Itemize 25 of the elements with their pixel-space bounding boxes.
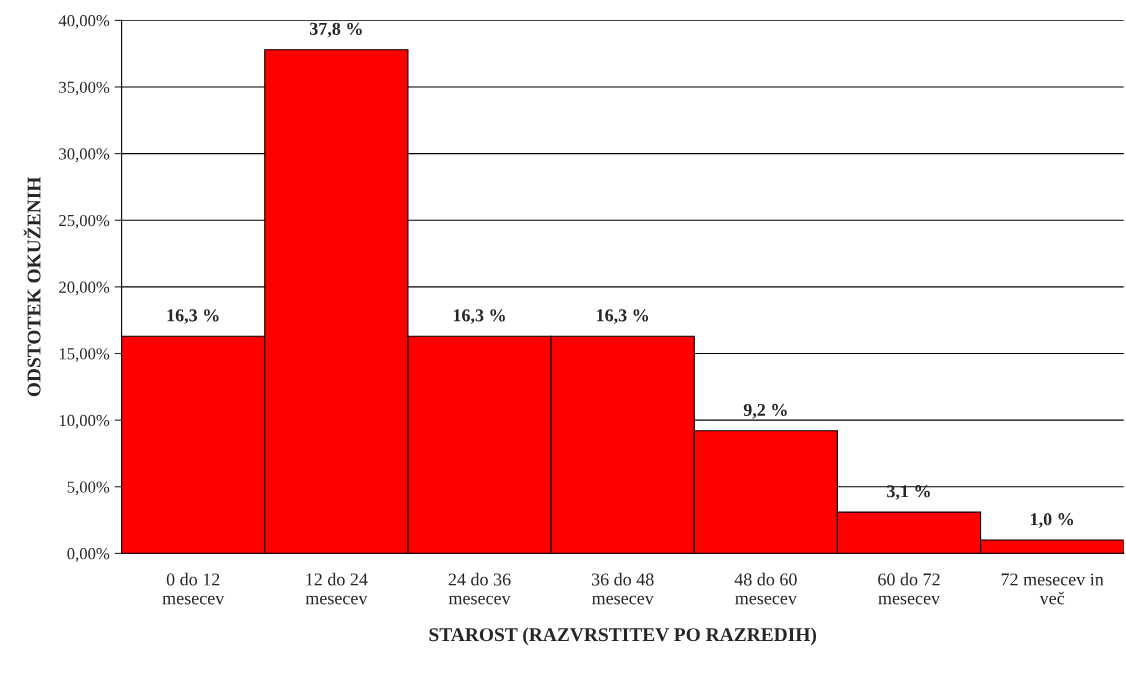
data-label: 37,8 % [309,22,362,38]
x-tick-label: 36 do 48 mesecev [591,572,654,605]
x-axis-title: STAROST (RAZVRSTITEV PO RAZREDIH) [429,627,817,646]
y-axis-title: ODSTOTEK OKUŽENIH [23,176,41,397]
y-tick-label: 0,00% [67,548,110,562]
data-label: 16,3 % [167,309,219,325]
y-tick-label: 40,00% [58,15,110,29]
data-label: 16,3 % [453,309,505,325]
data-label: 16,3 % [597,309,649,325]
x-tick-label: 12 do 24 mesecev [305,572,368,605]
y-tick-label: 20,00% [59,281,110,296]
y-tick-label: 25,00% [59,214,110,229]
data-label: 1,0 % [1031,513,1074,528]
x-tick-label: 0 do 12 mesecev [162,572,225,605]
data-label: 9,2 % [743,403,787,419]
y-tick-label: 15,00% [59,348,110,362]
x-tick-label: 48 do 60 mesecev [734,572,797,605]
y-tick-label: 10,00% [59,414,110,429]
y-tick-label: 30,00% [59,148,110,162]
data-label: 3,1 % [887,485,930,500]
y-tick-label: 5,00% [67,481,110,496]
x-tick-label: 60 do 72 mesecev [878,572,941,605]
x-tick-label: 24 do 36 mesecev [448,572,511,605]
x-tick-label: 72 mesecev in več [1001,573,1104,605]
y-tick-label: 35,00% [59,81,110,96]
